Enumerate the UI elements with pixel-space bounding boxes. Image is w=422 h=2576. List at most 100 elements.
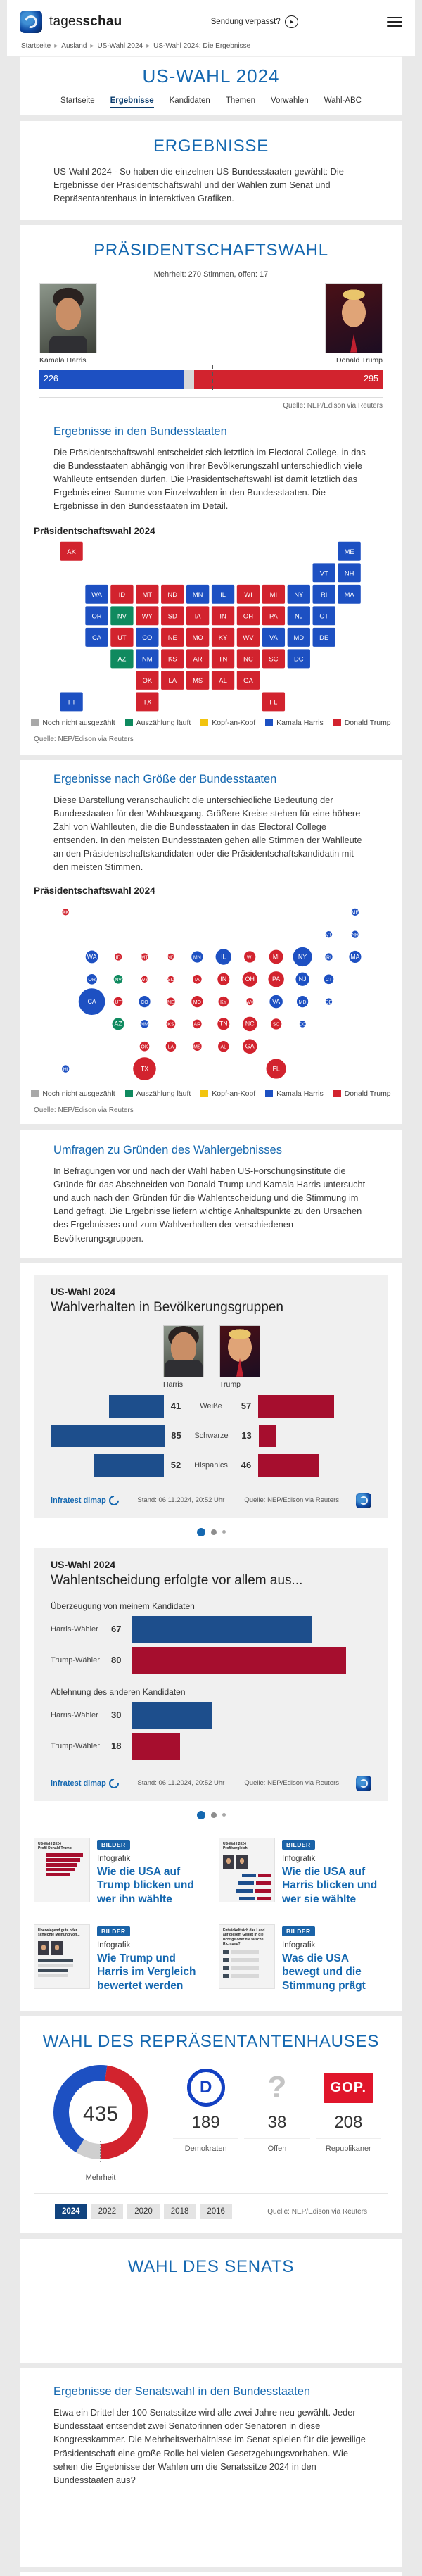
states-map[interactable]: AK ME VT NH WA ID MT ND MN IL WI MI NY RI MA OR NV WY SD IA… [20, 536, 402, 719]
state-TX[interactable]: TX [136, 691, 159, 711]
state-OR[interactable]: OR [85, 605, 108, 625]
teaser-card-3[interactable]: Entwickelt sich das Land auf diesem Gebi… [219, 1924, 388, 1993]
state-MD[interactable]: MD [287, 627, 310, 647]
year-button-2022[interactable]: 2022 [91, 2204, 124, 2219]
state-bubble-AZ[interactable]: AZ [112, 1018, 124, 1030]
state-WV[interactable]: WV [236, 627, 260, 647]
state-AL[interactable]: AL [211, 670, 235, 690]
state-MS[interactable]: MS [186, 670, 210, 690]
state-TN[interactable]: TN [211, 648, 235, 668]
state-MO[interactable]: MO [186, 627, 210, 647]
state-NJ[interactable]: NJ [287, 605, 310, 625]
tab-startseite[interactable]: Startseite [60, 96, 95, 105]
state-bubble-ME[interactable]: ME [352, 908, 359, 916]
state-SD[interactable]: SD [161, 605, 184, 625]
state-bubble-SD[interactable]: SD [167, 976, 174, 983]
state-CT[interactable]: CT [312, 605, 335, 625]
carousel-dots[interactable] [20, 1518, 402, 1548]
state-bubble-NM[interactable]: NM [140, 1019, 149, 1028]
state-bubble-IA[interactable]: IA [193, 974, 202, 984]
breadcrumb-item[interactable]: US-Wahl 2024 [97, 42, 143, 50]
state-MA[interactable]: MA [338, 584, 361, 604]
state-ID[interactable]: ID [110, 584, 134, 604]
state-bubble-NH[interactable]: NH [351, 930, 359, 938]
state-bubble-NC[interactable]: NC [242, 1016, 257, 1031]
state-bubble-DE[interactable]: DE [326, 998, 333, 1005]
year-button-2018[interactable]: 2018 [163, 2204, 196, 2219]
state-bubble-MI[interactable]: MI [269, 949, 283, 964]
state-bubble-LA[interactable]: LA [165, 1041, 177, 1052]
state-OK[interactable]: OK [136, 670, 159, 690]
state-AZ[interactable]: AZ [110, 648, 134, 668]
state-bubble-VA[interactable]: VA [269, 995, 283, 1009]
brand-wordmark[interactable]: tagesschau [49, 14, 122, 29]
state-KY[interactable]: KY [211, 627, 235, 647]
tab-wahl-abc[interactable]: Wahl-ABC [324, 96, 362, 105]
state-IN[interactable]: IN [211, 605, 235, 625]
state-bubble-TN[interactable]: TN [217, 1018, 230, 1030]
carousel-dots[interactable] [20, 1801, 402, 1831]
state-NM[interactable]: NM [136, 648, 159, 668]
breadcrumb-item[interactable]: Ausland [61, 42, 87, 50]
state-bubble-NV[interactable]: NV [113, 974, 123, 984]
state-CO[interactable]: CO [136, 627, 159, 647]
state-bubble-TX[interactable]: TX [133, 1056, 156, 1080]
donut-slice-demokraten[interactable] [53, 2065, 148, 2159]
missed-broadcast-link[interactable]: Sendung verpasst? ▶ [211, 15, 298, 28]
year-button-2016[interactable]: 2016 [200, 2204, 232, 2219]
state-MT[interactable]: MT [136, 584, 159, 604]
state-MN[interactable]: MN [186, 584, 210, 604]
tagesschau-logo-icon[interactable] [20, 11, 42, 33]
state-bubble-MS[interactable]: MS [193, 1042, 202, 1051]
state-bubble-WV[interactable]: WV [246, 997, 255, 1005]
state-ND[interactable]: ND [161, 584, 184, 604]
state-UT[interactable]: UT [110, 627, 134, 647]
state-bubble-AL[interactable]: AL [218, 1040, 229, 1052]
state-NY[interactable]: NY [287, 584, 310, 604]
state-bubble-CA[interactable]: CA [78, 987, 106, 1015]
state-AK[interactable]: AK [60, 541, 83, 561]
state-NE[interactable]: NE [161, 627, 184, 647]
state-bubble-CT[interactable]: CT [324, 974, 334, 984]
teaser-card-0[interactable]: US-Wahl 2024 Profil Donald Trump BILDER Inf… [34, 1837, 203, 1906]
state-bubble-MT[interactable]: MT [141, 952, 148, 961]
state-bubble-ID[interactable]: ID [114, 952, 122, 961]
state-bubble-UT[interactable]: UT [113, 997, 123, 1006]
donut-slice-republikaner[interactable] [53, 2065, 148, 2159]
state-bubble-FL[interactable]: FL [266, 1059, 286, 1079]
state-bubble-MA[interactable]: MA [349, 950, 362, 963]
house-donut[interactable]: 435 Mehrheit [41, 2062, 160, 2182]
state-NC[interactable]: NC [236, 648, 260, 668]
state-IA[interactable]: IA [186, 605, 210, 625]
state-bubble-AR[interactable]: AR [193, 1019, 202, 1028]
state-bubble-CO[interactable]: CO [139, 995, 151, 1007]
state-GA[interactable]: GA [236, 670, 260, 690]
state-bubble-SC[interactable]: SC [270, 1018, 282, 1030]
tab-vorwahlen[interactable]: Vorwahlen [271, 96, 309, 105]
state-bubble-KS[interactable]: KS [166, 1019, 176, 1028]
state-MI[interactable]: MI [262, 584, 286, 604]
state-bubble-WI[interactable]: WI [244, 950, 256, 963]
state-VT[interactable]: VT [312, 562, 335, 582]
state-bubble-OR[interactable]: OR [87, 973, 97, 985]
state-bubble-VT[interactable]: VT [325, 930, 333, 937]
state-bubble-MD[interactable]: MD [296, 995, 309, 1007]
state-bubble-AK[interactable]: AK [62, 908, 70, 915]
state-KS[interactable]: KS [161, 648, 184, 668]
state-bubble-WA[interactable]: WA [85, 950, 98, 964]
state-WI[interactable]: WI [236, 584, 260, 604]
breadcrumb-item[interactable]: US-Wahl 2024: Die Ergebnisse [153, 42, 251, 50]
state-bubble-NY[interactable]: NY [293, 947, 312, 966]
state-bubble-GA[interactable]: GA [242, 1039, 257, 1054]
state-WY[interactable]: WY [136, 605, 159, 625]
state-bubble-OK[interactable]: OK [139, 1041, 150, 1052]
state-WA[interactable]: WA [85, 584, 108, 604]
breadcrumb-item[interactable]: Startseite [21, 42, 51, 50]
state-bubble-IL[interactable]: IL [215, 948, 231, 965]
state-IL[interactable]: IL [211, 584, 235, 604]
year-button-2020[interactable]: 2020 [127, 2204, 160, 2219]
state-bubble-HI[interactable]: HI [62, 1065, 70, 1073]
state-bubble-NJ[interactable]: NJ [295, 972, 309, 986]
teaser-card-1[interactable]: US-Wahl 2024 Profilvergleich BILDER Infogr… [219, 1837, 388, 1906]
state-bubble-OH[interactable]: OH [242, 971, 257, 987]
